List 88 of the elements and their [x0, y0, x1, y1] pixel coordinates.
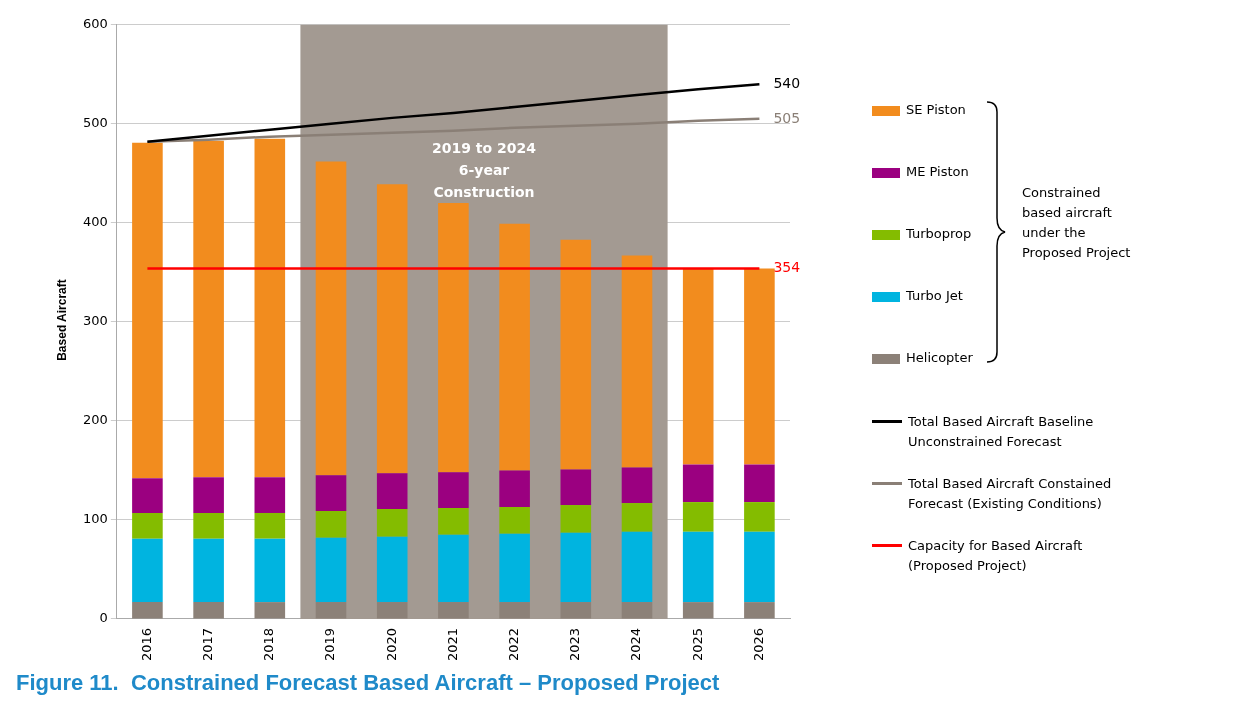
legend-label: Turbo Jet — [906, 288, 963, 303]
bar — [682, 268, 714, 465]
bar — [682, 602, 714, 619]
bar — [560, 602, 592, 619]
bar — [744, 602, 775, 619]
bar — [499, 470, 530, 508]
bar — [744, 268, 775, 465]
bar — [193, 602, 224, 619]
bar — [744, 531, 775, 603]
bar — [621, 503, 653, 532]
bar — [132, 538, 163, 603]
bar — [560, 532, 592, 603]
text: Constrained based aircraft under the Proposed Project — [1022, 184, 1132, 262]
bar — [682, 531, 714, 603]
bar — [193, 140, 224, 478]
bar — [621, 255, 653, 468]
bar — [621, 602, 653, 619]
bar — [254, 512, 286, 539]
y-tick-label: 300 — [82, 313, 108, 329]
bar — [254, 477, 286, 513]
bar — [682, 464, 714, 503]
bar — [682, 502, 714, 532]
bar — [193, 512, 224, 539]
bar — [376, 602, 408, 619]
bar — [315, 537, 347, 603]
bar — [254, 138, 286, 478]
bar — [744, 502, 775, 532]
x-tick-label: 2019 — [322, 627, 338, 662]
bar — [376, 184, 408, 474]
data-label: 540 — [773, 74, 801, 91]
legend-label: Total Based Aircraft Baseline Unconstrained Forecast — [908, 413, 1095, 451]
x-tick-label: 2022 — [505, 627, 521, 662]
x-tick-label: 2024 — [628, 627, 644, 662]
bar — [621, 467, 653, 504]
bar — [499, 507, 530, 534]
bar — [438, 602, 469, 619]
bar — [438, 508, 469, 535]
bar — [132, 512, 163, 539]
bar — [376, 473, 408, 510]
data-label: 354 — [773, 259, 801, 276]
bar — [438, 534, 469, 603]
bar — [315, 475, 347, 511]
bar — [499, 533, 530, 603]
bar — [254, 538, 286, 603]
y-tick-label: 100 — [82, 511, 108, 527]
bar — [193, 538, 224, 603]
bar — [499, 602, 530, 619]
x-tick-label: 2021 — [444, 627, 460, 662]
x-tick-label: 2017 — [199, 627, 215, 662]
bar — [132, 478, 163, 513]
bar — [315, 602, 347, 619]
bar — [744, 464, 775, 503]
y-tick-label: 400 — [82, 214, 108, 230]
x-tick-label: 2023 — [567, 627, 583, 662]
legend-label: Helicopter — [906, 350, 973, 365]
x-tick-label: 2018 — [261, 627, 277, 662]
x-tick-label: 2026 — [750, 627, 766, 662]
legend-label: SE Piston — [906, 102, 966, 117]
y-tick-label: 0 — [99, 610, 108, 626]
y-tick-label: 600 — [82, 16, 108, 32]
legend-label: Total Based Aircraft Constained Forecast (Existing Conditions) — [908, 475, 1113, 513]
bar — [132, 142, 163, 479]
band-label: 2019 to 2024 6-year Construction — [432, 139, 537, 200]
y-tick-label: 200 — [82, 412, 108, 428]
bar — [315, 161, 347, 476]
bar — [499, 223, 530, 471]
legend-label: Turboprop — [906, 226, 972, 241]
bar — [132, 602, 163, 619]
legend-label: Capacity for Based Aircraft (Proposed Project) — [908, 537, 1084, 575]
x-tick-label: 2016 — [138, 627, 154, 662]
legend-label: ME Piston — [906, 164, 969, 179]
bar — [254, 602, 286, 619]
bar — [438, 203, 469, 473]
x-tick-label: 2025 — [689, 627, 705, 662]
y-tick-label: 500 — [82, 115, 108, 131]
bar — [560, 505, 592, 533]
bar — [376, 509, 408, 537]
bar — [621, 531, 653, 603]
y-axis-title: Based Aircraft — [55, 279, 69, 361]
x-tick-label: 2020 — [383, 627, 399, 662]
text: Figure 11. Constrained Forecast Based Aircraft – Proposed Project — [16, 670, 720, 696]
bar — [193, 477, 224, 513]
bar — [560, 239, 592, 470]
bar — [438, 472, 469, 509]
bar — [560, 469, 592, 506]
data-label: 505 — [773, 109, 801, 126]
bar — [376, 536, 408, 603]
bar — [315, 510, 347, 538]
